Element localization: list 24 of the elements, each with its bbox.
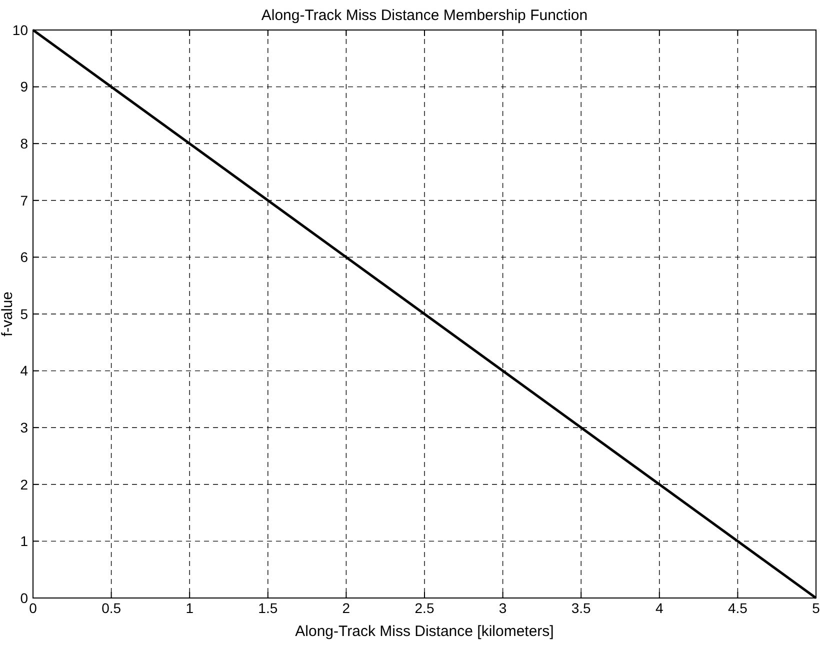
x-axis-title: Along-Track Miss Distance [kilometers] bbox=[295, 623, 554, 640]
x-tick-label: 3 bbox=[498, 600, 507, 616]
x-tick-label: 2 bbox=[342, 600, 350, 616]
y-tick-label: 8 bbox=[20, 136, 28, 152]
x-tick-label: 1.5 bbox=[258, 600, 278, 616]
y-tick-label: 9 bbox=[20, 78, 28, 95]
y-tick-label: 7 bbox=[20, 192, 28, 208]
x-tick-label: 4 bbox=[656, 600, 664, 616]
x-tick-label: 2.5 bbox=[414, 600, 434, 616]
x-tick-label: 4.5 bbox=[728, 600, 748, 616]
chart-title: Along-Track Miss Distance Membership Function bbox=[261, 7, 588, 24]
y-tick-label: 3 bbox=[20, 420, 28, 436]
y-tick-label: 4 bbox=[20, 362, 28, 379]
y-axis-title: f-value bbox=[0, 291, 16, 337]
x-tick-label: 1 bbox=[186, 600, 194, 616]
x-tick-label: 5 bbox=[812, 600, 820, 616]
y-tick-label: 0 bbox=[20, 590, 28, 606]
y-tick-label: 1 bbox=[20, 533, 28, 550]
y-tick-label: 5 bbox=[20, 306, 28, 322]
y-tick-label: 10 bbox=[12, 22, 28, 38]
y-tick-label: 6 bbox=[20, 249, 28, 266]
y-tick-label: 2 bbox=[20, 476, 28, 492]
x-tick-label: 0.5 bbox=[102, 600, 122, 616]
x-tick-label: 3.5 bbox=[571, 600, 592, 616]
